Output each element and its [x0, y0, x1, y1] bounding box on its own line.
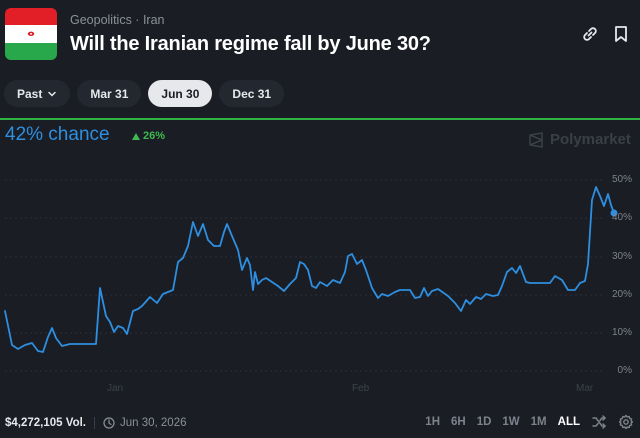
x-tick-feb: Feb [352, 383, 370, 394]
time-range-selector: 1H 6H 1D 1W 1M ALL [425, 414, 634, 430]
end-date: Jun 30, 2026 [103, 417, 187, 429]
change-value: 26% [143, 130, 166, 142]
bookmark-icon[interactable] [611, 24, 631, 44]
market-footer: $4,272,105 Vol. Jun 30, 2026 [5, 417, 187, 429]
page-title: Will the Iranian regime fall by June 30? [70, 33, 431, 55]
end-date-text: Jun 30, 2026 [119, 417, 187, 429]
shuffle-icon[interactable] [591, 414, 607, 430]
clock-icon [103, 417, 115, 429]
link-icon[interactable] [580, 24, 600, 44]
range-1d[interactable]: 1D [476, 416, 492, 428]
y-tick-40: 40% [611, 212, 632, 223]
change-badge: 26% [132, 130, 165, 142]
y-tick-30: 30% [611, 251, 632, 262]
y-tick-50: 50% [611, 174, 632, 185]
range-1h[interactable]: 1H [425, 416, 440, 428]
iran-flag-icon: ⴰ [5, 8, 57, 60]
price-line [4, 186, 615, 353]
range-1w[interactable]: 1W [502, 416, 520, 428]
chevron-down-icon [48, 91, 57, 97]
price-chart[interactable] [0, 170, 640, 385]
current-value-dot [610, 209, 618, 217]
tab-jun-30[interactable]: Jun 30 [148, 80, 213, 107]
polymarket-watermark: Polymarket [528, 131, 631, 148]
y-tick-10: 10% [611, 327, 632, 338]
volume: $4,272,105 Vol. [5, 417, 86, 429]
breadcrumb[interactable]: Geopolitics · Iran [70, 13, 165, 27]
triangle-up-icon [132, 132, 140, 140]
polymarket-logo-icon [529, 131, 543, 148]
range-1m[interactable]: 1M [530, 416, 547, 428]
separator [93, 417, 95, 429]
date-tabs: Past Mar 31 Jun 30 Dec 31 [4, 80, 285, 107]
x-tick-mar: Mar [576, 383, 594, 394]
watermark-text: Polymarket [550, 131, 631, 148]
tab-dec-31[interactable]: Dec 31 [219, 80, 285, 107]
range-6h[interactable]: 6H [451, 416, 466, 428]
settings-gear-icon[interactable] [618, 414, 634, 430]
divider [0, 118, 640, 120]
past-dropdown-label: Past [17, 86, 43, 101]
past-dropdown[interactable]: Past [4, 80, 71, 107]
y-tick-20: 20% [611, 289, 632, 300]
x-tick-jan: Jan [107, 383, 124, 394]
range-all[interactable]: ALL [557, 416, 580, 428]
tab-mar-31[interactable]: Mar 31 [77, 80, 142, 107]
y-tick-0: 0% [617, 365, 632, 376]
chance-value: 42% chance [5, 124, 110, 145]
